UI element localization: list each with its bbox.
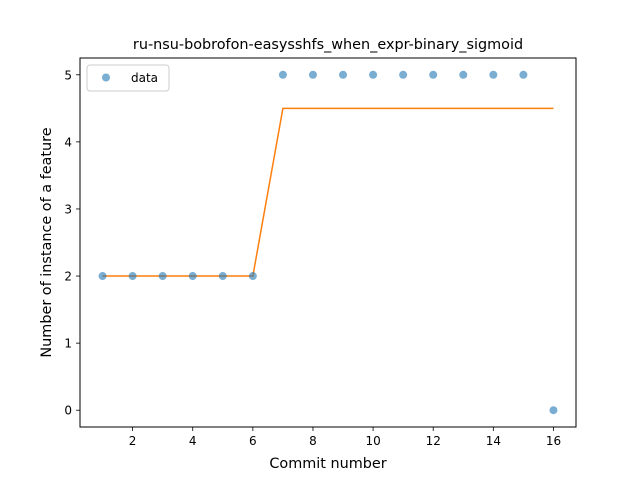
legend: data (86, 64, 170, 92)
x-tick-label: 2 (129, 434, 137, 448)
data-point-10 (369, 70, 378, 79)
x-tick-label: 14 (486, 434, 501, 448)
data-point-3 (158, 272, 167, 281)
y-axis-label: Number of instance of a feature (39, 127, 55, 357)
x-axis-label: Commit number (269, 456, 386, 472)
fit-line-0 (102, 107, 554, 277)
legend-box (86, 64, 170, 92)
y-tick-label: 4 (64, 135, 72, 149)
data-point-5 (218, 272, 227, 281)
x-tick-label: 10 (365, 434, 380, 448)
x-tick-label: 6 (249, 434, 257, 448)
y-tick-label: 2 (64, 270, 72, 284)
x-tick-label: 12 (426, 434, 441, 448)
axes-frame (79, 57, 577, 428)
data-point-11 (399, 70, 408, 79)
legend-marker-data (102, 73, 110, 82)
data-point-9 (339, 70, 348, 79)
chart-title: ru-nsu-bobrofon-easysshfs_when_expr-bina… (133, 37, 523, 53)
y-tick-label: 5 (64, 68, 72, 82)
x-tick-label: 16 (546, 434, 561, 448)
y-tick-label: 0 (64, 404, 72, 418)
data-point-16 (549, 406, 558, 415)
plot-area (98, 70, 558, 415)
data-point-12 (429, 70, 438, 79)
data-point-6 (248, 272, 257, 281)
legend-label-data: data (131, 71, 158, 85)
data-point-8 (308, 70, 317, 79)
y-tick-label: 3 (64, 202, 72, 216)
x-tick-label: 8 (309, 434, 317, 448)
data-point-2 (128, 272, 137, 281)
data-point-1 (98, 272, 107, 281)
data-point-7 (278, 70, 287, 79)
data-point-13 (459, 70, 468, 79)
data-point-14 (489, 70, 498, 79)
x-tick-label: 4 (189, 434, 197, 448)
y-tick-label: 1 (64, 337, 72, 351)
data-point-4 (188, 272, 197, 281)
data-point-15 (519, 70, 528, 79)
